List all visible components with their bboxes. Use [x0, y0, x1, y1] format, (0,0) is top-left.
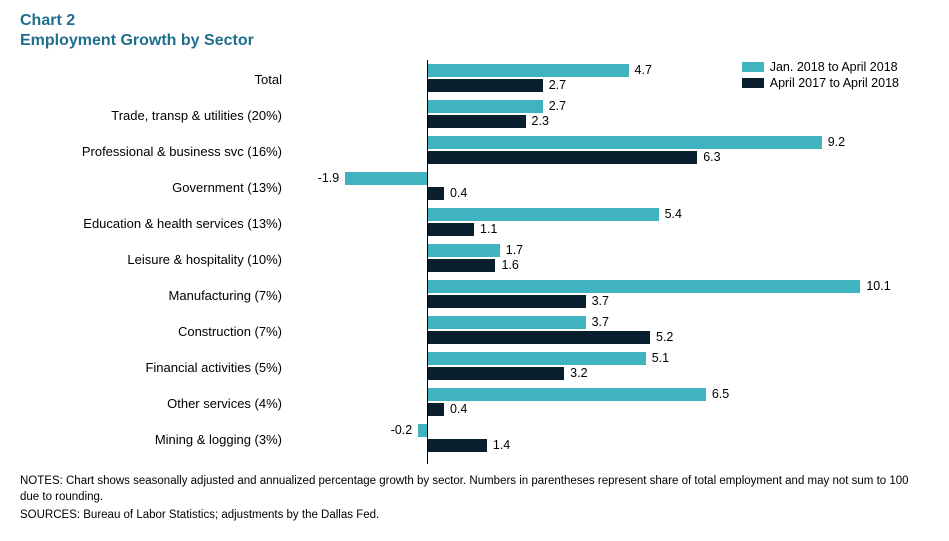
category-label: Education & health services (13%) [20, 216, 290, 231]
chart-notes: NOTES: Chart shows seasonally adjusted a… [20, 474, 929, 505]
category-label: Construction (7%) [20, 324, 290, 339]
category-label: Manufacturing (7%) [20, 288, 290, 303]
category-label: Mining & logging (3%) [20, 432, 290, 447]
category-label: Total [20, 72, 290, 87]
chart-area: Jan. 2018 to April 2018 April 2017 to Ap… [20, 58, 929, 468]
category-label: Other services (4%) [20, 396, 290, 411]
category-label: Leisure & hospitality (10%) [20, 252, 290, 267]
category-label: Trade, transp & utilities (20%) [20, 108, 290, 123]
category-label: Professional & business svc (16%) [20, 144, 290, 159]
y-axis-zero-line [427, 60, 429, 464]
chart-title: Employment Growth by Sector [20, 32, 929, 50]
category-label: Financial activities (5%) [20, 360, 290, 375]
category-label: Government (13%) [20, 180, 290, 195]
bars-container: Total4.72.7Trade, transp & utilities (20… [20, 60, 929, 468]
chart-sources: SOURCES: Bureau of Labor Statistics; adj… [20, 509, 929, 521]
chart-number: Chart 2 [20, 12, 929, 30]
